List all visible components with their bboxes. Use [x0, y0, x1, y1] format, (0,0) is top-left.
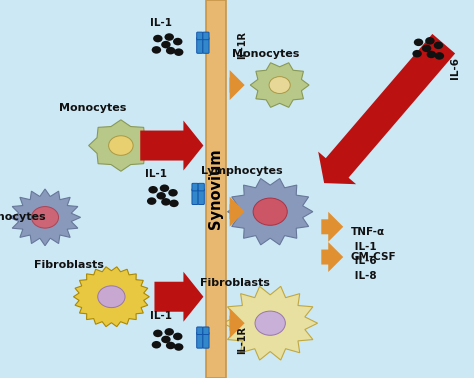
Circle shape — [166, 342, 175, 349]
FancyBboxPatch shape — [197, 327, 203, 335]
Circle shape — [152, 46, 161, 54]
Circle shape — [174, 343, 183, 351]
Circle shape — [153, 330, 163, 337]
Text: IL-1: IL-1 — [150, 18, 172, 28]
Circle shape — [414, 39, 423, 46]
Text: IL-1: IL-1 — [146, 169, 167, 179]
Circle shape — [164, 328, 174, 336]
Circle shape — [164, 33, 174, 41]
Circle shape — [173, 333, 182, 340]
Text: GM-CSF: GM-CSF — [351, 252, 396, 262]
Text: IL-6: IL-6 — [450, 57, 460, 79]
Circle shape — [255, 311, 285, 335]
FancyBboxPatch shape — [198, 183, 204, 191]
Text: Monocytes: Monocytes — [232, 49, 299, 59]
Circle shape — [31, 206, 59, 228]
Circle shape — [156, 192, 166, 200]
Text: IL-1R: IL-1R — [237, 326, 247, 354]
Text: IL-1R: IL-1R — [237, 31, 247, 59]
FancyBboxPatch shape — [197, 37, 203, 53]
Circle shape — [166, 47, 175, 54]
Text: Fibroblasts: Fibroblasts — [200, 279, 270, 288]
FancyBboxPatch shape — [203, 37, 209, 53]
Circle shape — [161, 198, 171, 206]
Text: IL-1: IL-1 — [150, 311, 172, 321]
Circle shape — [422, 45, 431, 52]
Circle shape — [153, 35, 163, 42]
Polygon shape — [228, 178, 313, 245]
Circle shape — [168, 189, 178, 197]
Circle shape — [109, 136, 133, 155]
Circle shape — [425, 37, 435, 45]
FancyBboxPatch shape — [197, 32, 203, 40]
Circle shape — [435, 52, 444, 60]
FancyBboxPatch shape — [197, 332, 203, 348]
FancyBboxPatch shape — [206, 0, 226, 378]
Text: Monocytes: Monocytes — [59, 103, 126, 113]
Circle shape — [148, 186, 158, 194]
Circle shape — [174, 48, 183, 56]
Polygon shape — [73, 267, 149, 327]
Circle shape — [269, 77, 290, 93]
Circle shape — [160, 184, 169, 192]
FancyBboxPatch shape — [198, 189, 204, 204]
Circle shape — [169, 200, 179, 207]
Circle shape — [253, 198, 287, 225]
Polygon shape — [9, 189, 81, 246]
Circle shape — [152, 341, 161, 349]
Text: Lymphocytes: Lymphocytes — [201, 166, 283, 176]
Text: TNF-α
 IL-1
 IL-6
 IL-8: TNF-α IL-1 IL-6 IL-8 — [351, 227, 385, 281]
Circle shape — [98, 286, 125, 308]
FancyBboxPatch shape — [192, 189, 198, 204]
Circle shape — [161, 336, 171, 343]
Circle shape — [147, 197, 156, 205]
Text: Synovium: Synovium — [208, 149, 223, 229]
Circle shape — [161, 41, 171, 48]
Circle shape — [173, 38, 182, 45]
Polygon shape — [250, 63, 309, 107]
Circle shape — [434, 42, 443, 49]
Polygon shape — [223, 287, 318, 360]
Circle shape — [427, 51, 436, 58]
FancyBboxPatch shape — [203, 332, 209, 348]
Polygon shape — [89, 120, 153, 171]
FancyBboxPatch shape — [203, 32, 209, 40]
FancyBboxPatch shape — [192, 183, 198, 191]
Circle shape — [412, 50, 422, 57]
FancyBboxPatch shape — [203, 327, 209, 335]
Text: Lymphocytes: Lymphocytes — [0, 212, 46, 222]
Text: Fibroblasts: Fibroblasts — [34, 260, 104, 270]
